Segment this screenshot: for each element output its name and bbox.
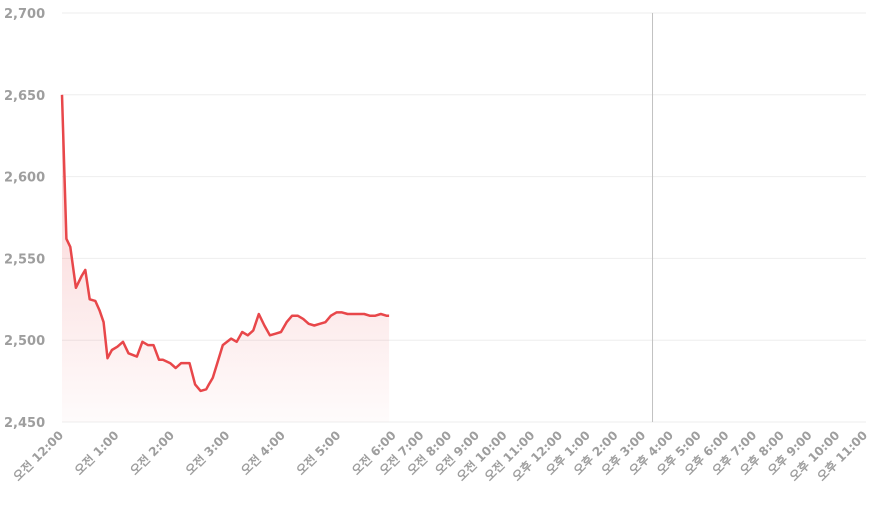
x-tick-label: 오전 12:00 — [10, 428, 66, 484]
x-tick-label: 오전 4:00 — [238, 428, 288, 478]
series-area — [62, 94, 390, 423]
x-tick-label: 오전 5:00 — [293, 428, 343, 478]
x-tick-label: 오전 3:00 — [182, 428, 232, 478]
y-tick-label: 2,650 — [4, 89, 45, 104]
y-axis: 2,450 2,500 2,550 2,600 2,650 2,700 — [4, 7, 45, 431]
series-line — [60, 94, 390, 393]
y-tick-label: 2,550 — [4, 252, 45, 267]
x-tick-label: 오전 2:00 — [127, 428, 177, 478]
x-axis: 오전 12:00 오전 1:00 오전 2:00 오전 3:00 오전 4:00 오전 5… — [10, 428, 870, 484]
grid-lines — [62, 12, 866, 423]
x-tick-label: 오전 1:00 — [71, 428, 121, 478]
y-tick-label: 2,600 — [4, 171, 45, 186]
y-tick-label: 2,500 — [4, 334, 45, 349]
y-tick-label: 2,700 — [4, 7, 45, 22]
y-tick-label: 2,450 — [4, 416, 45, 431]
